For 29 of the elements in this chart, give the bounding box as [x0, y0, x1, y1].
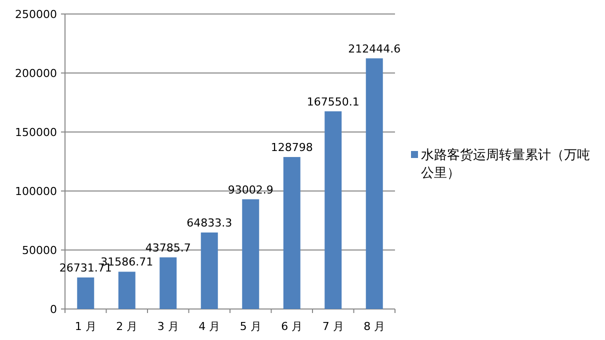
- x-tick-label: 5 月: [240, 320, 262, 333]
- x-tick-label: 1 月: [74, 320, 96, 333]
- bar: [77, 277, 94, 309]
- y-tick-label: 0: [50, 303, 57, 316]
- x-tick-label: 3 月: [157, 320, 179, 333]
- y-tick-label: 250000: [15, 8, 57, 21]
- x-tick-label: 6 月: [281, 320, 303, 333]
- bar: [366, 58, 383, 309]
- data-label: 43785.7: [145, 241, 191, 254]
- legend-label: 水路客货运周转量累计（万吨公里）: [421, 147, 590, 181]
- y-tick-label: 200000: [15, 67, 57, 80]
- data-label: 212444.6: [348, 42, 401, 56]
- data-label: 167550.1: [306, 95, 360, 108]
- data-label: 64833.3: [186, 216, 232, 230]
- bar: [200, 232, 218, 309]
- data-label: 93002.9: [228, 183, 274, 196]
- data-label: 128798: [270, 141, 313, 154]
- bar: [242, 199, 260, 309]
- y-tick-label: 100000: [15, 185, 57, 198]
- y-tick-label: 50000: [22, 244, 57, 257]
- x-tick-label: 4 月: [198, 320, 220, 333]
- x-tick-label: 8 月: [364, 320, 386, 333]
- y-tick-label: 150000: [15, 126, 57, 139]
- bar: [324, 111, 342, 309]
- bar: [160, 257, 177, 309]
- x-tick-label: 7 月: [322, 320, 344, 333]
- bar: [118, 272, 136, 309]
- bar: [283, 157, 300, 309]
- x-tick-label: 2 月: [116, 320, 138, 333]
